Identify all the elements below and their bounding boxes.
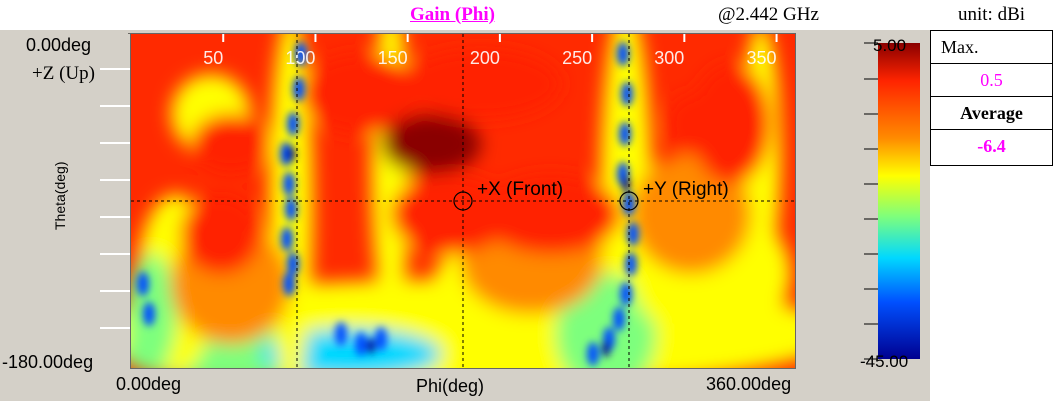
max-label: Max. — [941, 37, 979, 58]
heatmap-plot[interactable]: 50 100 150 200 250 300 350 +X (Front) +Y (Righ… — [130, 33, 796, 369]
x-tick-label: 250 — [562, 48, 592, 68]
null-spot — [287, 146, 295, 162]
x-tick-label: 100 — [285, 48, 315, 68]
x-right-label: 360.00deg — [706, 374, 791, 395]
x-tick-label: 300 — [654, 48, 684, 68]
null-spot — [293, 77, 305, 101]
null-spot — [281, 227, 293, 251]
max-value-cell: 0.5 — [931, 64, 1052, 97]
unit-label: unit: dBi — [958, 4, 1025, 26]
stats-table: Max. 0.5 Average -6.4 — [930, 30, 1053, 166]
null-spot — [613, 307, 625, 331]
null-spot — [620, 282, 632, 306]
null-spot — [367, 338, 375, 354]
x-tick-label: 350 — [747, 48, 777, 68]
null-spot — [617, 42, 629, 66]
null-spot — [625, 252, 637, 276]
frequency-label: @2.442 GHz — [718, 4, 819, 26]
null-spot — [602, 341, 610, 357]
null-spot — [621, 82, 633, 106]
max-value: 0.5 — [980, 70, 1003, 90]
front-marker-label: +X (Front) — [477, 179, 563, 200]
null-spot — [283, 272, 295, 296]
colorbar — [840, 33, 930, 373]
colorbar-ticks — [864, 43, 878, 359]
y-axis-label: Theta(deg) — [52, 162, 68, 230]
y-top-label: 0.00deg — [26, 35, 91, 56]
null-spot — [587, 342, 599, 366]
null-spot — [335, 322, 347, 346]
max-label-cell: Max. — [931, 31, 1052, 64]
avg-label-cell: Average — [931, 97, 1052, 130]
colorbar-min: -45.00 — [860, 352, 908, 372]
heatmap-blob — [381, 114, 481, 174]
null-spot — [283, 172, 295, 196]
heatmap-svg: 50 100 150 200 250 300 350 +X (Front) +Y (Righ… — [131, 34, 795, 368]
colorbar-gradient — [878, 43, 920, 359]
heatmap-blob — [181, 194, 261, 274]
x-tick-label: 150 — [378, 48, 408, 68]
null-spot — [137, 272, 149, 296]
null-spot — [355, 332, 367, 356]
y-ticks — [100, 33, 132, 369]
x-tick-label: 50 — [203, 48, 223, 68]
x-tick-label: 200 — [470, 48, 500, 68]
chart-title[interactable]: Gain (Phi) — [410, 4, 495, 26]
heatmap-blob — [191, 114, 271, 174]
y-bottom-label: -180.00deg — [2, 352, 93, 373]
avg-value: -6.4 — [977, 136, 1006, 156]
avg-value-cell: -6.4 — [931, 130, 1052, 163]
x-axis-label: Phi(deg) — [416, 376, 484, 397]
colorbar-max: 5.00 — [873, 36, 906, 56]
null-spot — [143, 302, 155, 326]
right-marker-label: +Y (Right) — [643, 179, 729, 200]
x-left-label: 0.00deg — [116, 374, 181, 395]
avg-label: Average — [960, 103, 1023, 123]
z-up-label: +Z (Up) — [32, 63, 95, 85]
null-spot — [375, 327, 387, 351]
heatmap-blob — [666, 94, 716, 154]
